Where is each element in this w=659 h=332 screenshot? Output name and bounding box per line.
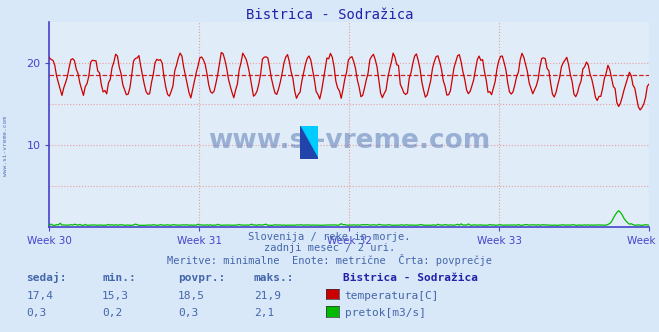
Text: 0,3: 0,3 <box>26 308 47 318</box>
Text: sedaj:: sedaj: <box>26 272 67 283</box>
Text: www.si-vreme.com: www.si-vreme.com <box>208 128 490 154</box>
Text: maks.:: maks.: <box>254 273 294 283</box>
Text: temperatura[C]: temperatura[C] <box>345 291 439 301</box>
Text: 15,3: 15,3 <box>102 291 129 301</box>
Text: Meritve: minimalne  Enote: metrične  Črta: povprečje: Meritve: minimalne Enote: metrične Črta:… <box>167 254 492 266</box>
Text: pretok[m3/s]: pretok[m3/s] <box>345 308 426 318</box>
Text: 17,4: 17,4 <box>26 291 53 301</box>
Polygon shape <box>300 126 318 159</box>
Text: 0,2: 0,2 <box>102 308 123 318</box>
Text: 0,3: 0,3 <box>178 308 198 318</box>
Polygon shape <box>300 126 318 159</box>
Text: Bistrica - Sodražica: Bistrica - Sodražica <box>246 8 413 22</box>
Text: zadnji mesec / 2 uri.: zadnji mesec / 2 uri. <box>264 243 395 253</box>
Text: www.si-vreme.com: www.si-vreme.com <box>3 116 8 176</box>
Text: min.:: min.: <box>102 273 136 283</box>
Text: Slovenija / reke in morje.: Slovenija / reke in morje. <box>248 232 411 242</box>
Text: 2,1: 2,1 <box>254 308 274 318</box>
Text: povpr.:: povpr.: <box>178 273 225 283</box>
Text: Bistrica - Sodražica: Bistrica - Sodražica <box>343 273 478 283</box>
Text: 21,9: 21,9 <box>254 291 281 301</box>
Text: 18,5: 18,5 <box>178 291 205 301</box>
